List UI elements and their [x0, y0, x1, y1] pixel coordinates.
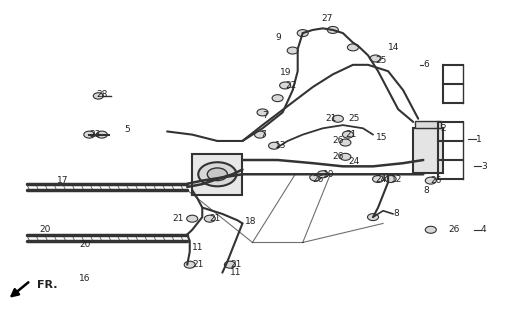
Circle shape: [340, 139, 351, 146]
Text: 26: 26: [448, 225, 460, 234]
Text: 1: 1: [476, 135, 482, 144]
Circle shape: [84, 131, 95, 138]
Circle shape: [269, 142, 280, 149]
Text: 4: 4: [481, 225, 487, 234]
Text: 9: 9: [275, 33, 281, 42]
Circle shape: [332, 115, 343, 122]
Circle shape: [327, 27, 338, 33]
Text: 15: 15: [376, 133, 387, 142]
Text: 5: 5: [124, 125, 130, 134]
Text: 13: 13: [275, 141, 287, 150]
Circle shape: [280, 82, 291, 89]
Text: 26: 26: [431, 176, 442, 185]
Text: 3: 3: [481, 162, 487, 171]
Text: 2: 2: [441, 124, 446, 133]
Text: 25: 25: [376, 56, 387, 65]
Circle shape: [224, 261, 235, 268]
Circle shape: [297, 30, 308, 36]
Text: 8: 8: [423, 186, 429, 195]
Text: 17: 17: [57, 176, 68, 185]
Text: 18: 18: [245, 217, 257, 226]
Text: 16: 16: [79, 275, 91, 284]
Circle shape: [93, 93, 104, 99]
Circle shape: [368, 214, 379, 220]
Text: 24: 24: [348, 157, 359, 166]
Text: 20: 20: [39, 225, 50, 234]
Circle shape: [287, 47, 298, 54]
Circle shape: [272, 95, 283, 102]
Circle shape: [187, 215, 198, 222]
Circle shape: [257, 109, 268, 116]
FancyBboxPatch shape: [413, 128, 443, 173]
Circle shape: [425, 177, 436, 184]
Text: 26: 26: [333, 152, 344, 161]
Text: 10: 10: [323, 170, 334, 179]
Text: FR.: FR.: [36, 280, 57, 290]
Circle shape: [184, 261, 195, 268]
Circle shape: [207, 168, 227, 180]
Text: 26: 26: [313, 174, 324, 184]
Circle shape: [205, 215, 215, 222]
Text: 21: 21: [172, 214, 183, 223]
Circle shape: [373, 176, 384, 182]
Text: 27: 27: [322, 14, 333, 23]
Text: 23: 23: [89, 130, 100, 139]
Text: 21: 21: [325, 114, 337, 123]
Text: 28: 28: [97, 91, 108, 100]
Text: 26: 26: [333, 136, 344, 146]
Circle shape: [96, 131, 108, 138]
Circle shape: [198, 162, 236, 186]
Circle shape: [342, 131, 354, 138]
FancyBboxPatch shape: [192, 154, 242, 195]
Text: 21: 21: [192, 260, 204, 269]
Text: 21: 21: [230, 260, 241, 269]
Circle shape: [310, 174, 321, 181]
Text: 11: 11: [230, 268, 241, 277]
Text: 25: 25: [348, 114, 359, 123]
Text: 6: 6: [423, 60, 429, 69]
Circle shape: [255, 131, 266, 138]
FancyBboxPatch shape: [415, 121, 441, 128]
Circle shape: [347, 44, 359, 51]
Text: 12: 12: [390, 174, 402, 184]
Text: 21: 21: [210, 214, 221, 223]
Text: 22: 22: [285, 81, 296, 90]
Text: 8: 8: [393, 209, 399, 219]
Text: 20: 20: [79, 240, 90, 249]
Text: 19: 19: [280, 68, 291, 77]
Circle shape: [317, 171, 328, 178]
Text: 7: 7: [260, 130, 266, 139]
Circle shape: [340, 153, 351, 160]
Text: 11: 11: [192, 243, 204, 252]
Text: 21: 21: [345, 130, 357, 139]
Circle shape: [385, 176, 396, 182]
Text: 24: 24: [376, 174, 387, 184]
Text: 7: 7: [263, 111, 268, 120]
Circle shape: [370, 55, 381, 62]
Text: 14: 14: [388, 43, 399, 52]
Circle shape: [425, 226, 436, 233]
